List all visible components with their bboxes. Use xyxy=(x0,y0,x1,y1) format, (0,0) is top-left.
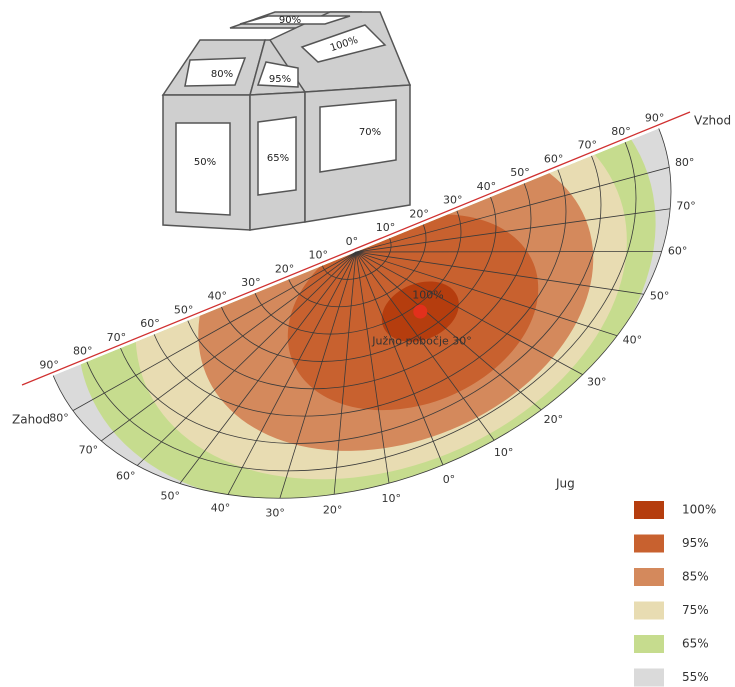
tilt-label: 60° xyxy=(544,152,564,165)
window xyxy=(256,61,299,88)
azimuth-label: 60° xyxy=(668,244,688,257)
grid-spoke xyxy=(205,252,432,498)
grid-spoke xyxy=(124,252,412,484)
grid-spoke xyxy=(303,252,441,483)
tilt-label: 0° xyxy=(346,235,359,248)
building-label: 95% xyxy=(269,74,291,85)
legend-label: 85% xyxy=(682,570,709,584)
grid-spoke xyxy=(71,252,385,441)
azimuth-label: 30° xyxy=(587,375,607,388)
window xyxy=(175,122,231,216)
grid-spoke xyxy=(356,173,617,416)
azimuth-label: 70° xyxy=(79,443,99,456)
azimuth-label: 30° xyxy=(265,506,285,519)
grid-spoke xyxy=(356,145,662,358)
grid-spoke xyxy=(94,252,400,465)
tilt-label: 10° xyxy=(308,249,328,262)
tilt-label: 70° xyxy=(107,331,127,344)
tilt-label: 20° xyxy=(275,262,295,275)
azimuth-label: 50° xyxy=(160,489,180,502)
tilt-label: 30° xyxy=(241,276,261,289)
tilt-label: 30° xyxy=(443,194,463,207)
window xyxy=(257,116,297,196)
building-label: 65% xyxy=(267,153,289,164)
direction-label: Zahod xyxy=(12,413,50,427)
azimuth-label: 50° xyxy=(650,290,670,303)
legend-swatch xyxy=(634,568,664,586)
grid-spoke xyxy=(58,252,371,411)
tilt-label: 70° xyxy=(578,139,598,152)
grid-spoke xyxy=(356,231,494,462)
tilt-label: 90° xyxy=(645,111,665,124)
window xyxy=(184,57,247,87)
grid-spoke xyxy=(356,252,443,465)
building-label: 50% xyxy=(194,157,216,168)
azimuth-label: 10° xyxy=(494,446,514,459)
direction-label: Vzhod xyxy=(694,114,731,128)
grid-spoke xyxy=(356,136,670,325)
tilt-label: 90° xyxy=(39,358,59,371)
diagram-labels: 100% Južno pobočje 30° 0° 10° 20° 30° 40° 50° 60… xyxy=(39,111,695,519)
legend-swatch xyxy=(634,668,664,687)
azimuth-label: 80° xyxy=(49,411,69,424)
building-label: 70% xyxy=(359,127,381,138)
tilt-label: 60° xyxy=(140,317,160,330)
azimuth-label: 20° xyxy=(323,503,343,516)
tilt-label: 40° xyxy=(208,290,228,303)
grid-spoke xyxy=(252,252,437,494)
tilt-label: 20° xyxy=(409,207,429,220)
grid-spoke xyxy=(356,190,583,436)
grid-spoke xyxy=(356,210,541,452)
grid-spoke xyxy=(356,157,644,389)
grid-spoke xyxy=(356,130,669,289)
tilt-label: 50° xyxy=(510,166,530,179)
building-label: 90% xyxy=(279,15,301,26)
tilt-label: 80° xyxy=(73,345,93,358)
window xyxy=(300,24,387,63)
legend-swatch xyxy=(634,601,664,620)
azimuth-label: 10° xyxy=(382,492,402,505)
tilt-label: 40° xyxy=(477,180,497,193)
legend-label: 100% xyxy=(682,503,716,517)
horizon-line xyxy=(21,111,691,386)
direction-label: Jug xyxy=(555,477,575,491)
peak-label: 100% xyxy=(412,289,443,302)
building xyxy=(161,11,412,231)
legend-label: 75% xyxy=(682,603,709,617)
azimuth-label: 20° xyxy=(544,413,564,426)
azimuth-label: 0° xyxy=(443,473,456,486)
azimuth-label: 60° xyxy=(116,470,136,483)
azimuth-label: 40° xyxy=(623,334,643,347)
azimuth-label: 40° xyxy=(211,502,231,515)
legend-label: 65% xyxy=(682,637,709,651)
window xyxy=(239,15,351,25)
slope-label: Južno pobočje 30° xyxy=(371,335,471,348)
tilt-label: 10° xyxy=(376,221,396,234)
tilt-label: 80° xyxy=(611,125,631,138)
legend-swatch xyxy=(634,501,664,519)
window xyxy=(319,99,397,173)
legend-label: 95% xyxy=(682,536,709,550)
tilt-label: 50° xyxy=(174,303,194,316)
legend-label: 55% xyxy=(682,670,709,684)
legend: 100% 95% 85% 75% 65% 55% xyxy=(634,501,716,687)
legend-swatch xyxy=(634,534,664,553)
grid-spoke xyxy=(161,252,422,495)
peak-dot xyxy=(413,304,428,319)
azimuth-label: 70° xyxy=(676,200,696,213)
building-label: 80% xyxy=(211,69,233,80)
azimuth-label: 80° xyxy=(675,156,695,169)
legend-swatch xyxy=(634,635,664,653)
